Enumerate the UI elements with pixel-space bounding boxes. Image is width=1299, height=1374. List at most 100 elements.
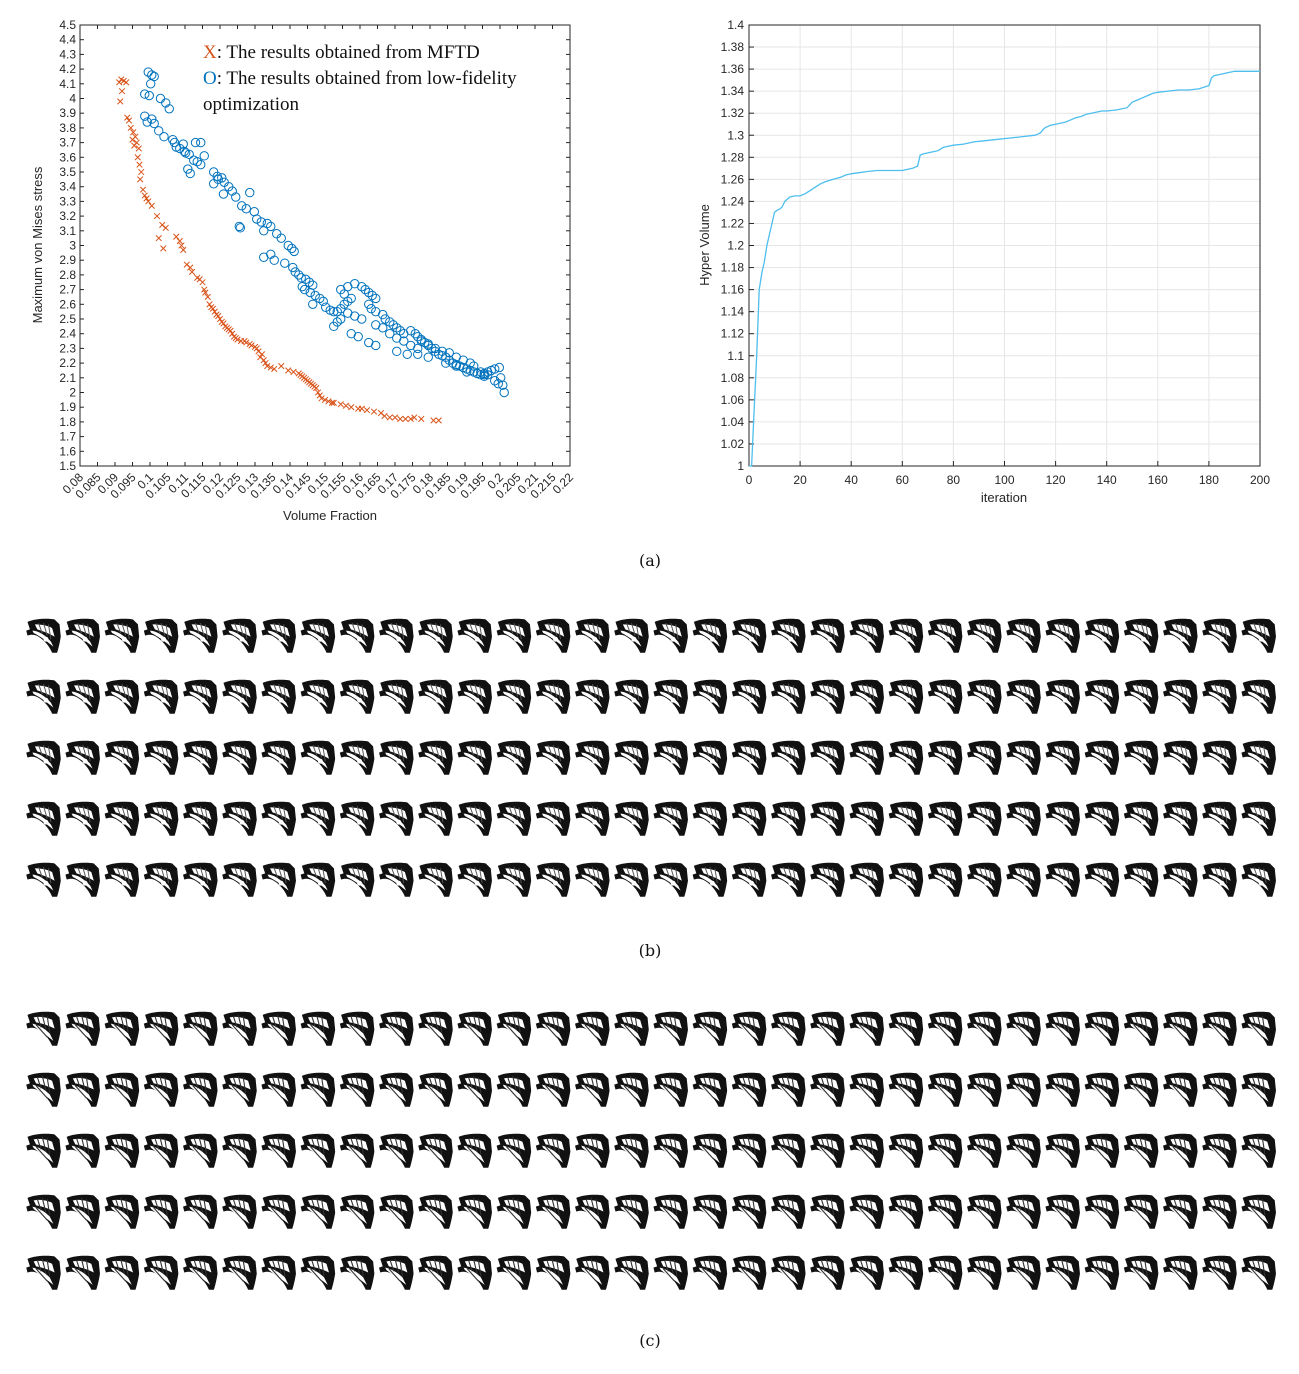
lowfi-point	[283, 240, 293, 251]
design-thumbnail	[25, 1194, 62, 1230]
design-thumbnail	[731, 1194, 767, 1230]
design-thumbnail	[1162, 618, 1199, 654]
design-thumbnail	[770, 679, 807, 715]
design-thumbnail	[966, 679, 1003, 715]
mftd-point	[124, 114, 131, 121]
scatter-y-tick-label: 4	[69, 92, 76, 106]
lowfi-point	[380, 314, 390, 324]
design-thumbnail	[1044, 740, 1081, 776]
design-thumbnail	[652, 1255, 689, 1291]
design-thumbnail	[104, 618, 140, 654]
design-thumbnail	[535, 740, 571, 776]
design-thumbnail	[260, 1133, 297, 1169]
mftd-point	[216, 315, 224, 323]
hv-y-tick-label: 1.14	[721, 305, 745, 319]
scatter-y-tick-label: 3.5	[59, 165, 76, 179]
mftd-point	[234, 336, 241, 343]
design-thumbnail	[143, 618, 179, 654]
design-thumbnail	[613, 618, 650, 654]
design-thumbnail	[143, 740, 179, 776]
design-thumbnail	[496, 1011, 532, 1047]
design-thumbnail	[1162, 1194, 1199, 1230]
lowfi-point	[164, 104, 174, 114]
lowfi-point	[498, 380, 508, 390]
design-thumbnail	[104, 1133, 140, 1169]
mftd-point	[337, 401, 344, 408]
design-thumbnail	[64, 618, 101, 654]
hv-y-tick-label: 1.2	[727, 239, 744, 253]
design-thumbnail	[692, 679, 728, 715]
scatter-legend: X: The results obtained from MFTD O: The…	[203, 42, 517, 115]
design-thumbnail	[143, 679, 179, 715]
design-thumbnail	[731, 801, 767, 837]
lowfi-point	[259, 226, 269, 236]
lowfi-point	[367, 290, 377, 301]
scatter-y-tick-label: 3.4	[59, 180, 76, 194]
lowfi-point	[142, 117, 152, 127]
design-thumbnail	[1084, 1072, 1120, 1108]
lowfi-point	[269, 255, 279, 265]
lowfi-point	[472, 368, 482, 379]
hv-y-tick-label: 1	[737, 459, 744, 473]
design-thumbnail	[535, 801, 571, 837]
design-thumbnail	[731, 679, 767, 715]
design-thumbnail	[221, 618, 258, 654]
design-thumbnail	[339, 740, 375, 776]
design-thumbnail	[300, 1072, 336, 1108]
hv-y-tick-label: 1.26	[721, 172, 745, 186]
lowfi-point	[315, 293, 325, 304]
mftd-point	[143, 195, 150, 202]
design-thumbnail	[1123, 1011, 1159, 1047]
lowfi-point	[305, 287, 315, 298]
mftd-point	[134, 154, 141, 161]
design-thumbnail	[25, 740, 62, 776]
lowfi-point	[308, 299, 318, 309]
design-thumbnail	[574, 862, 611, 898]
design-thumbnail	[378, 1072, 415, 1108]
lowfi-point	[406, 340, 416, 351]
mftd-point	[209, 305, 217, 312]
scatter-y-tick-label: 2.1	[59, 371, 76, 385]
mftd-point	[206, 301, 213, 308]
design-thumbnail	[574, 740, 611, 776]
design-thumbnail	[966, 801, 1003, 837]
design-thumbnail	[182, 862, 219, 898]
mftd-point	[285, 367, 292, 374]
design-thumbnail	[1044, 1194, 1081, 1230]
design-thumbnail	[888, 1255, 924, 1291]
design-thumbnail	[1084, 1011, 1120, 1047]
lowfi-point	[392, 333, 402, 343]
design-thumbnail	[1240, 740, 1277, 776]
design-thumbnail	[339, 801, 375, 837]
lowfi-point	[490, 376, 500, 386]
design-thumbnail	[1044, 1011, 1081, 1047]
mftd-point	[290, 368, 297, 376]
lowfi-point	[294, 270, 304, 280]
design-thumbnail	[417, 1255, 454, 1291]
mftd-point	[391, 414, 399, 421]
design-thumbnail	[692, 618, 728, 654]
lowfi-point	[385, 329, 395, 339]
design-thumbnail	[104, 679, 140, 715]
design-thumbnail	[339, 679, 375, 715]
design-thumbnail	[535, 1072, 571, 1108]
legend-mftd-marker: X	[203, 42, 217, 63]
scatter-y-tick-label: 2.4	[59, 327, 76, 341]
design-thumbnail	[574, 1255, 611, 1291]
design-thumbnail	[613, 801, 650, 837]
design-thumbnail	[1005, 1072, 1042, 1108]
mftd-point	[137, 176, 144, 183]
hv-x-tick-label: 180	[1199, 473, 1219, 487]
design-thumbnail	[64, 1194, 101, 1230]
design-thumbnail	[143, 1255, 179, 1291]
legend-mftd: X: The results obtained from MFTD	[203, 42, 480, 63]
design-thumbnail	[770, 1194, 807, 1230]
design-thumbnail	[339, 862, 375, 898]
mftd-point	[253, 345, 260, 352]
design-thumbnail	[456, 618, 493, 654]
design-thumbnail	[378, 1011, 415, 1047]
mftd-point	[397, 415, 404, 423]
hv-y-tick-label: 1.12	[721, 327, 745, 341]
scatter-y-tick-label: 3.6	[59, 150, 76, 164]
design-thumbnail	[613, 679, 650, 715]
